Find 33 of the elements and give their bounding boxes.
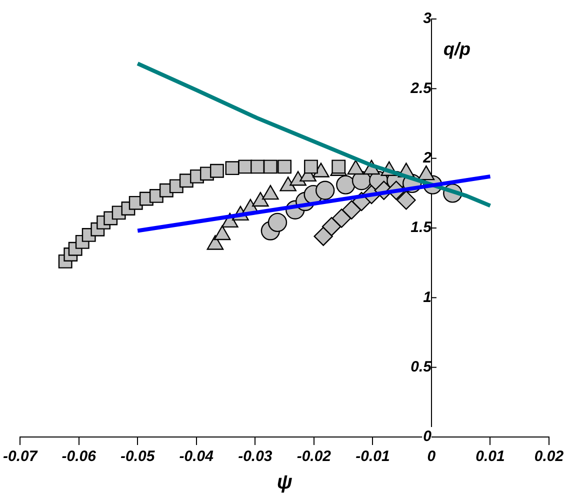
x-tick-label: 0.02 (534, 448, 564, 466)
x-tick-label: -0.05 (120, 448, 156, 466)
y-tick-label: 3 (423, 10, 432, 28)
point (396, 190, 416, 210)
x-tick-label: -0.03 (238, 448, 273, 466)
x-tick-label: -0.02 (296, 448, 332, 466)
point (238, 160, 252, 174)
point (304, 160, 318, 174)
y-tick-label: 1.5 (410, 219, 432, 236)
y-axis-title: q/p (443, 38, 470, 59)
x-tick-label: -0.01 (356, 448, 390, 466)
y-tick-label: 0 (423, 428, 432, 446)
point (322, 217, 342, 236)
y-tick-label: 2 (422, 149, 432, 166)
point (250, 160, 264, 174)
x-tick-label: -0.06 (62, 448, 97, 466)
point (342, 200, 362, 220)
x-tick-label: 0.01 (476, 448, 505, 466)
point (210, 164, 224, 178)
x-tick-label: -0.04 (179, 448, 214, 466)
point (315, 180, 335, 200)
x-tick-label: -0.07 (2, 448, 38, 466)
point (336, 175, 356, 194)
y-tick-label: 2.5 (410, 80, 432, 97)
y-tick-label: 1 (423, 288, 432, 306)
point (268, 212, 288, 232)
point (332, 208, 352, 228)
point (225, 161, 240, 176)
point (314, 226, 333, 246)
x-axis-title: ψ (276, 472, 293, 494)
point (263, 160, 278, 174)
y-tick-label: 0.5 (410, 358, 432, 376)
point (278, 160, 292, 174)
